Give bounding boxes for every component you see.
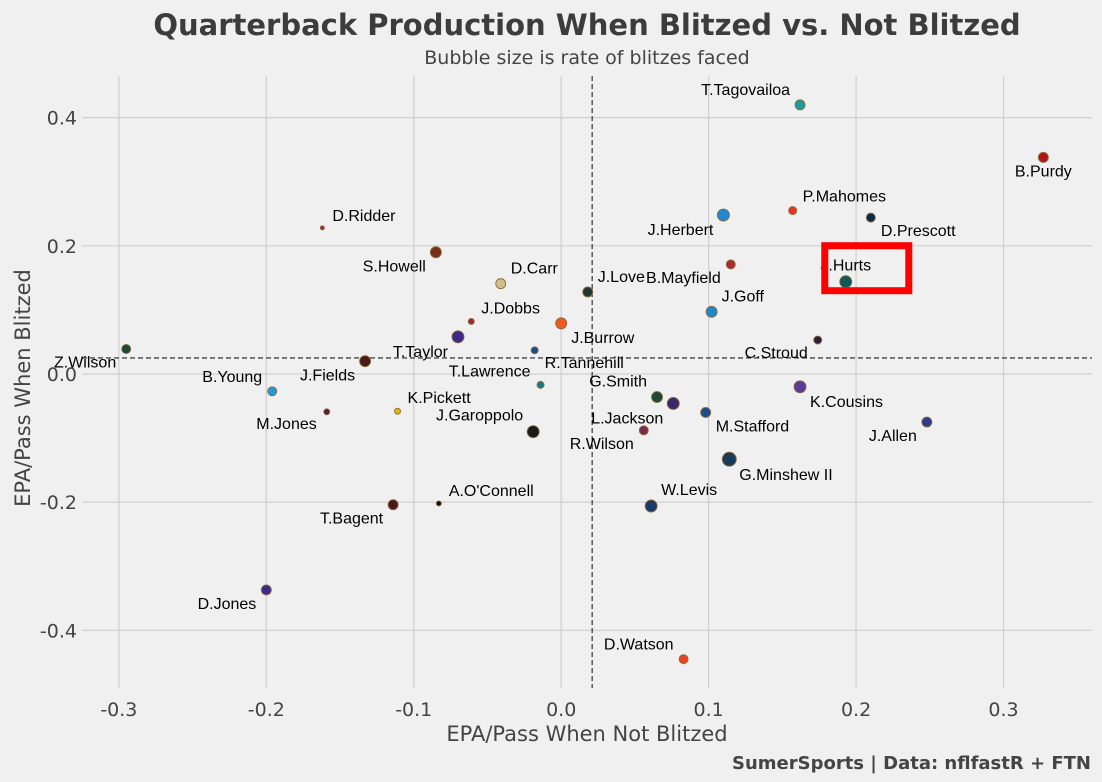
data-point xyxy=(921,416,933,428)
data-point xyxy=(526,425,540,439)
point-label: Z.Wilson xyxy=(54,354,116,371)
data-point xyxy=(530,346,539,355)
data-point xyxy=(387,499,399,511)
point-label: J.Hurts xyxy=(820,258,871,275)
point-label: R.Wilson xyxy=(570,436,634,453)
data-point xyxy=(555,317,568,330)
x-tick-label: -0.3 xyxy=(100,699,137,721)
point-label: B.Mayfield xyxy=(646,270,721,287)
data-point xyxy=(495,278,507,290)
data-point xyxy=(793,380,807,394)
data-point xyxy=(865,212,876,223)
data-point xyxy=(813,335,823,345)
point-label: A.O'Connell xyxy=(449,483,534,500)
point-label: M.Stafford xyxy=(716,418,790,435)
y-tick-labels: 0.4 0.2 0.0 -0.2 -0.4 xyxy=(40,108,77,643)
data-point xyxy=(394,407,401,415)
point-label: J.Garoppolo xyxy=(436,408,523,425)
point-label: J.Fields xyxy=(300,368,355,385)
y-tick-label: 0.0 xyxy=(47,364,77,386)
point-label: G.Smith xyxy=(589,374,647,391)
point-label: J.Burrow xyxy=(571,330,635,347)
point-label: K.Pickett xyxy=(408,390,472,407)
point-label: D.Ridder xyxy=(332,208,396,225)
data-point xyxy=(644,499,658,513)
point-label: M.Jones xyxy=(256,416,316,433)
y-tick-label: -0.4 xyxy=(40,620,77,642)
y-tick-label: -0.2 xyxy=(40,492,77,514)
y-tick-label: 0.2 xyxy=(47,236,77,258)
data-point xyxy=(260,584,272,596)
point-label: T.Bagent xyxy=(320,511,384,528)
reference-lines xyxy=(82,76,1092,688)
point-label: R.Tannehill xyxy=(545,355,624,372)
data-point xyxy=(705,305,718,318)
data-point xyxy=(359,355,372,368)
data-point xyxy=(716,208,730,222)
data-point xyxy=(536,380,545,389)
data-point xyxy=(121,344,132,354)
data-point xyxy=(721,451,737,467)
x-tick-label: 0.3 xyxy=(988,699,1018,721)
grid-lines xyxy=(82,76,1092,688)
point-label: T.Tagovailoa xyxy=(701,82,790,99)
data-point xyxy=(582,286,594,298)
y-tick-label: 0.4 xyxy=(47,108,77,130)
x-axis-label: EPA/Pass When Not Blitzed xyxy=(446,722,727,746)
x-tick-label: 0.2 xyxy=(841,699,871,721)
point-label: B.Young xyxy=(202,369,262,386)
x-tick-label: 0.0 xyxy=(546,699,576,721)
point-label: K.Cousins xyxy=(810,394,883,411)
data-point xyxy=(638,425,649,436)
data-point xyxy=(651,391,663,404)
x-tick-labels: -0.3 -0.2 -0.1 0.0 0.1 0.2 0.3 xyxy=(100,699,1018,721)
point-label: D.Watson xyxy=(604,637,674,654)
point-label: T.Lawrence xyxy=(449,363,531,380)
point-labels: T.Tagovailoa B.Purdy P.Mahomes D.Prescott J.… xyxy=(54,82,1072,654)
point-label: T.Taylor xyxy=(393,344,449,361)
data-point xyxy=(467,317,475,325)
point-label: D.Jones xyxy=(198,596,257,613)
data-point xyxy=(839,275,853,289)
point-label: J.Herbert xyxy=(648,222,714,239)
point-label: L.Jackson xyxy=(591,410,663,427)
point-label: D.Prescott xyxy=(881,223,956,240)
point-label: J.Allen xyxy=(869,428,917,445)
chart-title: Quarterback Production When Blitzed vs. … xyxy=(153,8,1020,42)
data-point xyxy=(429,246,442,259)
data-point xyxy=(267,386,278,397)
point-label: S.Howell xyxy=(363,259,426,276)
x-tick-label: -0.1 xyxy=(395,699,432,721)
data-point xyxy=(725,259,736,270)
x-tick-label: -0.2 xyxy=(248,699,285,721)
data-point xyxy=(678,654,689,665)
x-tick-label: 0.1 xyxy=(694,699,724,721)
point-label: B.Purdy xyxy=(1015,163,1072,180)
highlight-box xyxy=(821,242,913,295)
point-label: P.Mahomes xyxy=(803,189,886,206)
data-point xyxy=(1037,151,1049,163)
data-point xyxy=(323,408,331,416)
data-point xyxy=(666,397,680,410)
point-label: J.Goff xyxy=(722,288,765,305)
y-axis-label: EPA/Pass When Blitzed xyxy=(11,269,35,507)
highlight-box-layer xyxy=(821,242,913,295)
data-point xyxy=(451,330,465,344)
point-label: W.Levis xyxy=(661,482,717,499)
point-label: J.Love xyxy=(598,269,645,286)
point-label: J.Dobbs xyxy=(481,300,540,317)
data-point xyxy=(319,225,325,231)
data-point xyxy=(435,500,442,507)
point-label: D.Carr xyxy=(511,261,559,278)
point-label: G.Minshew II xyxy=(739,467,832,484)
chart-subtitle: Bubble size is rate of blitzes faced xyxy=(424,47,750,69)
data-point xyxy=(794,99,806,111)
data-point xyxy=(700,406,712,418)
point-label: C.Stroud xyxy=(745,345,808,362)
data-point xyxy=(788,206,798,216)
source-credit: SumerSports | Data: nflfastR + FTN xyxy=(732,753,1091,774)
